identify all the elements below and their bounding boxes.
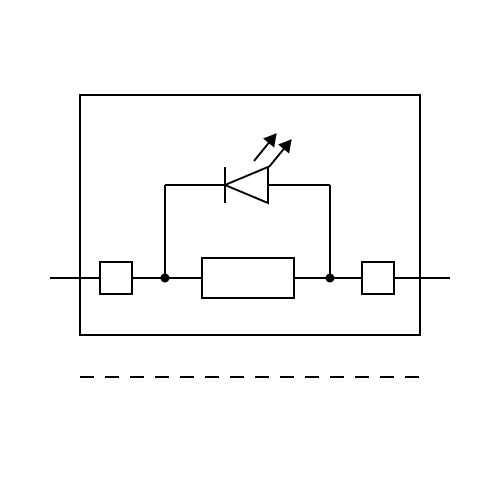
led-arrow-1-head [264, 134, 276, 147]
node-left [161, 274, 170, 283]
circuit-diagram [0, 0, 500, 500]
led-arrow-2-head [279, 140, 291, 153]
diode-triangle [225, 167, 268, 203]
terminal-left [100, 262, 132, 294]
fuse [202, 258, 294, 298]
node-right [326, 274, 335, 283]
terminal-right [362, 262, 394, 294]
